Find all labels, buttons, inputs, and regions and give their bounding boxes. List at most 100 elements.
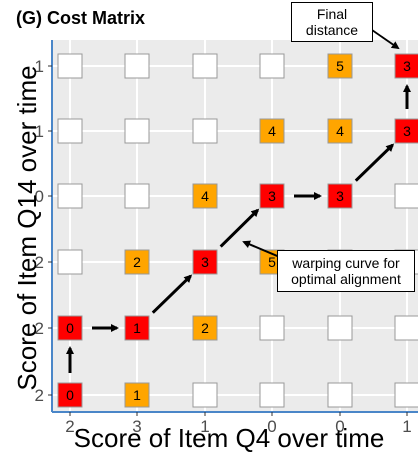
x-tick-label: 2 xyxy=(65,417,74,436)
cell-value-label: 3 xyxy=(268,188,276,204)
panel-title: (G) Cost Matrix xyxy=(16,8,146,28)
final-distance-line-2: distance xyxy=(305,22,359,38)
x-axis-label: Score of Item Q4 over time xyxy=(74,423,385,453)
cell-square xyxy=(192,249,218,275)
cell-value-label: 2 xyxy=(133,254,141,270)
warping-path-arrow xyxy=(151,274,193,314)
cell-value-label: 4 xyxy=(201,188,209,204)
matrix-cell: 3 xyxy=(394,53,418,79)
cell-square xyxy=(124,53,150,79)
cell-square xyxy=(57,249,83,275)
matrix-cell: 2 xyxy=(124,249,150,275)
matrix-cell: 3 xyxy=(394,118,418,144)
warping-curve-pointer xyxy=(242,240,283,259)
x-tick-label: 0 xyxy=(267,417,276,436)
cell-square xyxy=(259,118,285,144)
cell-value-label: 5 xyxy=(268,254,276,270)
matrix-cell xyxy=(259,382,285,408)
cell-square xyxy=(57,315,83,341)
cell-value-label: 4 xyxy=(336,123,344,139)
y-tick-label: 2 xyxy=(35,386,44,405)
cell-square xyxy=(192,118,218,144)
cell-square xyxy=(124,118,150,144)
y-tick-label: 0 xyxy=(35,187,44,206)
cell-square xyxy=(259,53,285,79)
matrix-cell xyxy=(327,315,353,341)
matrix-cell: 4 xyxy=(259,118,285,144)
matrix-cell: 0 xyxy=(57,315,83,341)
matrix-cell xyxy=(124,53,150,79)
matrix-cell: 2 xyxy=(192,315,218,341)
cell-square xyxy=(124,183,150,209)
matrix-cell xyxy=(124,118,150,144)
matrix-cell xyxy=(259,53,285,79)
matrix-cell xyxy=(259,315,285,341)
warping-curve-callout: warping curve for optimal alignment xyxy=(277,250,415,292)
matrix-cell xyxy=(192,382,218,408)
warping-path-arrow xyxy=(354,143,395,182)
cell-square xyxy=(192,53,218,79)
x-tick-label: 0 xyxy=(335,417,344,436)
x-tick-labels: 2 3 1 0 0 1 xyxy=(65,412,412,436)
cell-square xyxy=(327,53,353,79)
cell-square xyxy=(57,183,83,209)
matrix-cell xyxy=(394,183,418,209)
final-distance-callout: Final distance xyxy=(291,2,373,42)
matrix-cell xyxy=(57,53,83,79)
cell-square xyxy=(394,118,418,144)
cell-square xyxy=(57,382,83,408)
matrix-cell xyxy=(57,183,83,209)
cell-square xyxy=(124,249,150,275)
cost-matrix-cells: 0 1 0 1 2 2 3 5 4 3 3 4 4 3 5 3 xyxy=(57,53,418,408)
x-tick-label: 1 xyxy=(200,417,209,436)
matrix-cell: 5 xyxy=(327,53,353,79)
cell-value-label: 5 xyxy=(336,58,344,74)
cell-square xyxy=(327,183,353,209)
matrix-cell: 4 xyxy=(327,118,353,144)
matrix-cell xyxy=(394,315,418,341)
warping-curve-line-1: warping curve for xyxy=(292,255,400,271)
matrix-cell xyxy=(192,53,218,79)
matrix-cell: 4 xyxy=(192,183,218,209)
cell-value-label: 4 xyxy=(268,123,276,139)
y-axis-label: Score of Item Q14 over time xyxy=(12,65,42,390)
warping-curve-line-2: optimal alignment xyxy=(291,271,401,287)
cell-square xyxy=(192,183,218,209)
cell-square xyxy=(327,315,353,341)
cell-square xyxy=(57,118,83,144)
cell-square xyxy=(192,382,218,408)
matrix-cell: 0 xyxy=(57,382,83,408)
cell-square xyxy=(124,315,150,341)
cell-square xyxy=(327,382,353,408)
matrix-cell: 3 xyxy=(259,183,285,209)
cell-square xyxy=(259,183,285,209)
y-tick-label: 1 xyxy=(35,122,44,141)
cell-square xyxy=(394,53,418,79)
warping-path-arrows xyxy=(66,84,411,373)
matrix-cell: 3 xyxy=(327,183,353,209)
cell-value-label: 1 xyxy=(133,320,141,336)
matrix-cell: 3 xyxy=(192,249,218,275)
cell-square xyxy=(124,382,150,408)
matrix-cell xyxy=(124,183,150,209)
final-distance-pointer xyxy=(371,29,400,50)
y-tick-label: 2 xyxy=(35,253,44,272)
x-tick-label: 3 xyxy=(132,417,141,436)
cell-square xyxy=(327,118,353,144)
cell-square xyxy=(394,183,418,209)
cell-value-label: 1 xyxy=(133,387,141,403)
cell-value-label: 0 xyxy=(66,320,74,336)
y-tick-labels: 2 2 2 0 1 1 xyxy=(35,57,52,405)
cell-value-label: 0 xyxy=(66,387,74,403)
cell-value-label: 3 xyxy=(336,188,344,204)
matrix-cell xyxy=(327,382,353,408)
warping-path-arrow xyxy=(219,208,260,248)
y-tick-label: 1 xyxy=(35,57,44,76)
final-distance-line-1: Final xyxy=(316,6,348,22)
cell-square xyxy=(57,53,83,79)
matrix-cell: 1 xyxy=(124,315,150,341)
matrix-cell xyxy=(394,382,418,408)
cell-value-label: 3 xyxy=(403,58,411,74)
cell-square xyxy=(192,315,218,341)
